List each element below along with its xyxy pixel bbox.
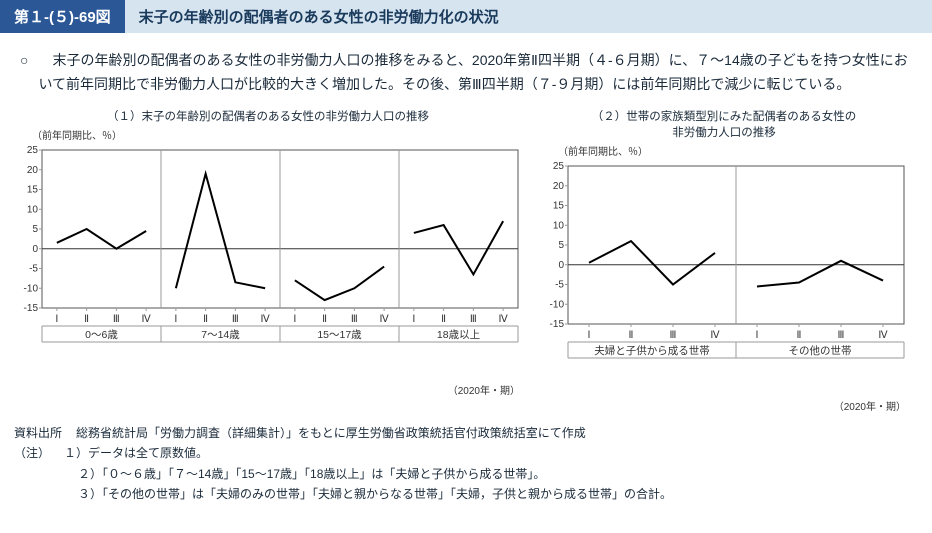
svg-text:-15: -15 — [24, 303, 39, 314]
chart-1-unit: （前年同期比、％） — [32, 127, 528, 142]
svg-text:Ⅰ: Ⅰ — [293, 314, 296, 325]
chart-2-svg: -15-10-50510152025ⅠⅡⅢⅣ夫婦と子供から成る世帯ⅠⅡⅢⅣその他… — [534, 160, 914, 396]
svg-text:Ⅳ: Ⅳ — [878, 330, 888, 341]
svg-text:-15: -15 — [550, 319, 565, 330]
svg-text:Ⅳ: Ⅳ — [142, 314, 152, 325]
svg-text:Ⅰ: Ⅰ — [588, 330, 591, 341]
svg-text:Ⅱ: Ⅱ — [322, 314, 327, 325]
svg-text:Ⅱ: Ⅱ — [629, 330, 634, 341]
charts-row: （１）末子の年齢別の配偶者のある女性の非労働力人口の推移 （前年同期比、％） -… — [0, 109, 932, 413]
svg-text:0: 0 — [32, 243, 38, 254]
svg-text:Ⅳ: Ⅳ — [499, 314, 509, 325]
svg-text:Ⅱ: Ⅱ — [203, 314, 208, 325]
summary-text: 末子の年齢別の配偶者のある女性の非労働力人口の推移をみると、2020年第Ⅱ四半期… — [38, 49, 912, 97]
svg-text:5: 5 — [558, 240, 564, 251]
chart-2-period: （2020年・期） — [534, 398, 914, 413]
notes-label: （注） — [14, 443, 50, 463]
svg-text:Ⅰ: Ⅰ — [55, 314, 58, 325]
chart-2-unit: （前年同期比、％） — [558, 143, 914, 158]
svg-text:0～6歳: 0～6歳 — [85, 329, 118, 341]
svg-text:-10: -10 — [550, 299, 565, 310]
figure-header: 第１-(５)-69図 末子の年齢別の配偶者のある女性の非労働力化の状況 — [0, 0, 932, 33]
chart-1-period: （2020年・期） — [8, 382, 528, 397]
svg-text:-5: -5 — [555, 279, 564, 290]
svg-text:0: 0 — [558, 260, 564, 271]
svg-text:Ⅱ: Ⅱ — [441, 314, 446, 325]
svg-text:20: 20 — [553, 181, 565, 192]
chart-1: （１）末子の年齢別の配偶者のある女性の非労働力人口の推移 （前年同期比、％） -… — [8, 109, 528, 413]
source-block: 資料出所 総務省統計局「労働力調査（詳細集計）」をもとに厚生労働省政策統括官付政… — [0, 413, 932, 511]
chart-2-title: （２）世帯の家族類型別にみた配偶者のある女性の 非労働力人口の推移 — [534, 109, 914, 141]
svg-text:10: 10 — [553, 220, 565, 231]
source-text: 総務省統計局「労働力調査（詳細集計）」をもとに厚生労働省政策統括官付政策統括室に… — [76, 423, 586, 443]
svg-text:Ⅲ: Ⅲ — [838, 330, 845, 341]
svg-text:Ⅳ: Ⅳ — [261, 314, 271, 325]
svg-text:10: 10 — [27, 204, 39, 215]
summary-bullet-icon: ○ — [20, 49, 28, 97]
svg-text:Ⅲ: Ⅲ — [232, 314, 239, 325]
svg-text:7～14歳: 7～14歳 — [201, 329, 240, 341]
svg-text:15～17歳: 15～17歳 — [317, 329, 362, 341]
svg-text:18歳以上: 18歳以上 — [437, 329, 480, 341]
svg-text:25: 25 — [27, 145, 39, 156]
svg-text:Ⅰ: Ⅰ — [174, 314, 177, 325]
svg-text:Ⅰ: Ⅰ — [756, 330, 759, 341]
svg-text:-10: -10 — [24, 283, 39, 294]
figure-title: 末子の年齢別の配偶者のある女性の非労働力化の状況 — [125, 0, 932, 33]
svg-text:夫婦と子供から成る世帯: 夫婦と子供から成る世帯 — [594, 344, 710, 357]
svg-text:Ⅳ: Ⅳ — [380, 314, 390, 325]
chart-2: （２）世帯の家族類型別にみた配偶者のある女性の 非労働力人口の推移 （前年同期比… — [534, 109, 914, 413]
note-3: ３）「その他の世帯」は「夫婦のみの世帯」「夫婦と親からなる世帯」「夫婦，子供と親… — [78, 484, 918, 504]
svg-text:Ⅱ: Ⅱ — [797, 330, 802, 341]
svg-text:-5: -5 — [29, 263, 38, 274]
svg-text:15: 15 — [27, 184, 39, 195]
svg-text:Ⅲ: Ⅲ — [470, 314, 477, 325]
source-label: 資料出所 — [14, 423, 62, 443]
note-2: ２）「０～６歳」「７～14歳」「15～17歳」「18歳以上」は「夫婦と子供から成… — [78, 464, 918, 484]
svg-text:25: 25 — [553, 161, 565, 172]
svg-text:5: 5 — [32, 224, 38, 235]
svg-text:Ⅳ: Ⅳ — [710, 330, 720, 341]
chart-1-title: （１）末子の年齢別の配偶者のある女性の非労働力人口の推移 — [8, 109, 528, 125]
figure-number: 第１-(５)-69図 — [0, 0, 125, 33]
svg-text:その他の世帯: その他の世帯 — [789, 344, 852, 357]
svg-text:Ⅱ: Ⅱ — [84, 314, 89, 325]
svg-text:20: 20 — [27, 164, 39, 175]
svg-text:15: 15 — [553, 200, 565, 211]
svg-text:Ⅰ: Ⅰ — [412, 314, 415, 325]
summary-block: ○ 末子の年齢別の配偶者のある女性の非労働力人口の推移をみると、2020年第Ⅱ四… — [0, 45, 932, 109]
note-1: １）データは全て原数値。 — [64, 443, 208, 463]
chart-1-svg: -15 -10 -5 0 5 10 15 20 25 Ⅰ Ⅱ Ⅲ Ⅳ 0～6歳 Ⅰ Ⅱ Ⅲ Ⅳ 7～14歳 Ⅰ Ⅱ Ⅲ Ⅳ 1… — [8, 144, 528, 380]
chart-2-title-l1: （２）世帯の家族類型別にみた配偶者のある女性の — [592, 111, 857, 123]
svg-text:Ⅲ: Ⅲ — [351, 314, 358, 325]
svg-text:Ⅲ: Ⅲ — [113, 314, 120, 325]
chart-2-title-l2: 非労働力人口の推移 — [672, 127, 776, 139]
svg-text:Ⅲ: Ⅲ — [670, 330, 677, 341]
